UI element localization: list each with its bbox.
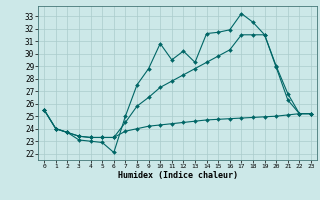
X-axis label: Humidex (Indice chaleur): Humidex (Indice chaleur): [118, 171, 238, 180]
